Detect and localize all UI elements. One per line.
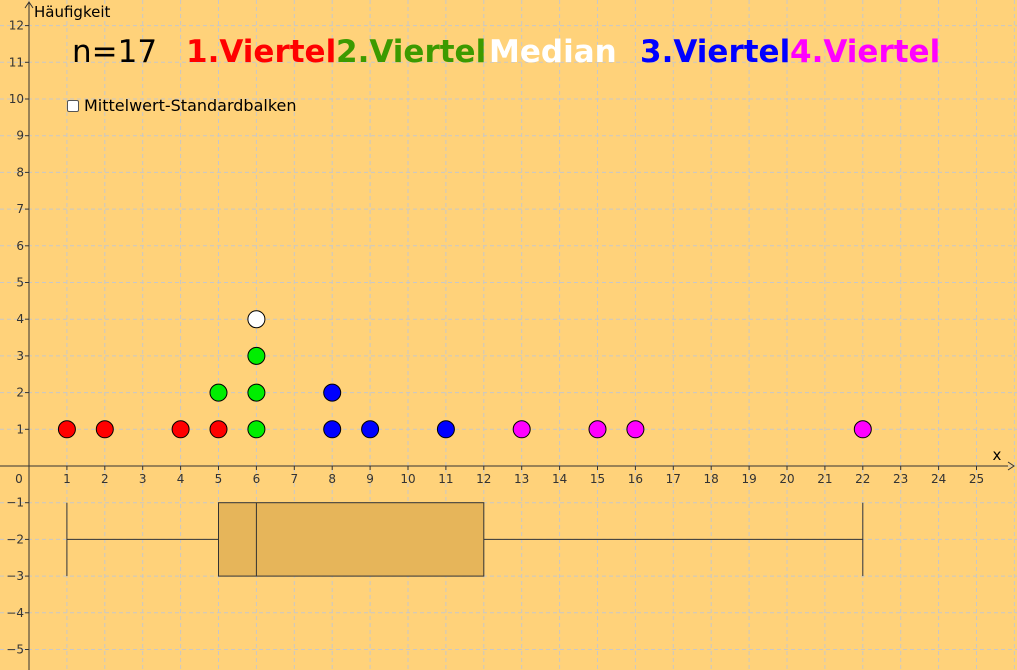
x-tick-label: 18: [704, 472, 719, 486]
x-tick-label: 17: [666, 472, 681, 486]
data-point: [171, 420, 190, 439]
y-tick-label: −2: [6, 532, 24, 546]
x-tick-label: 0: [15, 472, 23, 486]
x-tick-label: 12: [476, 472, 491, 486]
boxplot-box: [218, 502, 485, 577]
y-tick-label: 11: [9, 55, 24, 69]
data-point: [57, 420, 76, 439]
x-tick-label: 15: [590, 472, 605, 486]
sample-size-label: n=17: [72, 34, 158, 70]
data-point: [209, 383, 228, 402]
y-tick-label: −3: [6, 569, 24, 583]
y-tick-label: 6: [16, 239, 24, 253]
y-tick-label: 12: [9, 19, 24, 33]
y-tick-label: 4: [16, 312, 24, 326]
legend-2-viertel: 2.Viertel: [336, 34, 487, 70]
x-tick-label: 24: [931, 472, 946, 486]
data-point: [323, 383, 342, 402]
data-point: [323, 420, 342, 439]
data-point: [247, 310, 266, 329]
data-point: [853, 420, 872, 439]
legend-median: Median: [489, 34, 617, 70]
x-axis-label: x: [993, 446, 1002, 464]
x-tick-label: 19: [741, 472, 756, 486]
mean-std-checkbox-label: Mittelwert-Standardbalken: [84, 96, 297, 115]
data-point: [512, 420, 531, 439]
y-tick-label: 3: [16, 349, 24, 363]
x-tick-label: 22: [855, 472, 870, 486]
x-tick-label: 14: [552, 472, 567, 486]
y-tick-label: 7: [16, 202, 24, 216]
x-tick-label: 21: [817, 472, 832, 486]
data-point: [626, 420, 645, 439]
y-tick-label: 5: [16, 276, 24, 290]
y-tick-label: 8: [16, 165, 24, 179]
data-point: [436, 420, 455, 439]
data-point: [588, 420, 607, 439]
data-point: [361, 420, 380, 439]
legend-3-viertel: 3.Viertel: [640, 34, 791, 70]
x-tick-label: 4: [177, 472, 185, 486]
legend-4-viertel: 4.Viertel: [790, 34, 941, 70]
data-point: [247, 346, 266, 365]
x-tick-label: 2: [101, 472, 109, 486]
x-tick-label: 9: [366, 472, 374, 486]
y-tick-label: −1: [6, 496, 24, 510]
mean-std-checkbox[interactable]: [67, 99, 79, 112]
x-tick-label: 23: [893, 472, 908, 486]
x-tick-label: 11: [438, 472, 453, 486]
y-tick-label: 10: [9, 92, 24, 106]
x-tick-label: 20: [779, 472, 794, 486]
x-tick-label: 16: [628, 472, 643, 486]
y-tick-label: −5: [6, 643, 24, 657]
x-axis-arrow: [1007, 461, 1015, 471]
data-point: [247, 420, 266, 439]
mean-std-checkbox-row[interactable]: Mittelwert-Standardbalken: [67, 96, 297, 115]
x-tick-label: 10: [400, 472, 415, 486]
x-tick-label: 7: [290, 472, 298, 486]
y-tick-label: 9: [16, 129, 24, 143]
y-axis-label: Häufigkeit: [34, 3, 110, 21]
legend-1-viertel: 1.Viertel: [186, 34, 337, 70]
y-axis-arrow: [24, 1, 34, 9]
x-tick-label: 1: [63, 472, 71, 486]
y-tick-label: 2: [16, 386, 24, 400]
x-tick-label: 25: [969, 472, 984, 486]
data-point: [95, 420, 114, 439]
data-point: [247, 383, 266, 402]
x-tick-label: 3: [139, 472, 147, 486]
x-tick-label: 5: [215, 472, 223, 486]
x-tick-label: 13: [514, 472, 529, 486]
data-point: [209, 420, 228, 439]
y-tick-label: −4: [6, 606, 24, 620]
y-tick-label: 1: [16, 422, 24, 436]
x-tick-label: 8: [328, 472, 336, 486]
x-tick-label: 6: [253, 472, 261, 486]
